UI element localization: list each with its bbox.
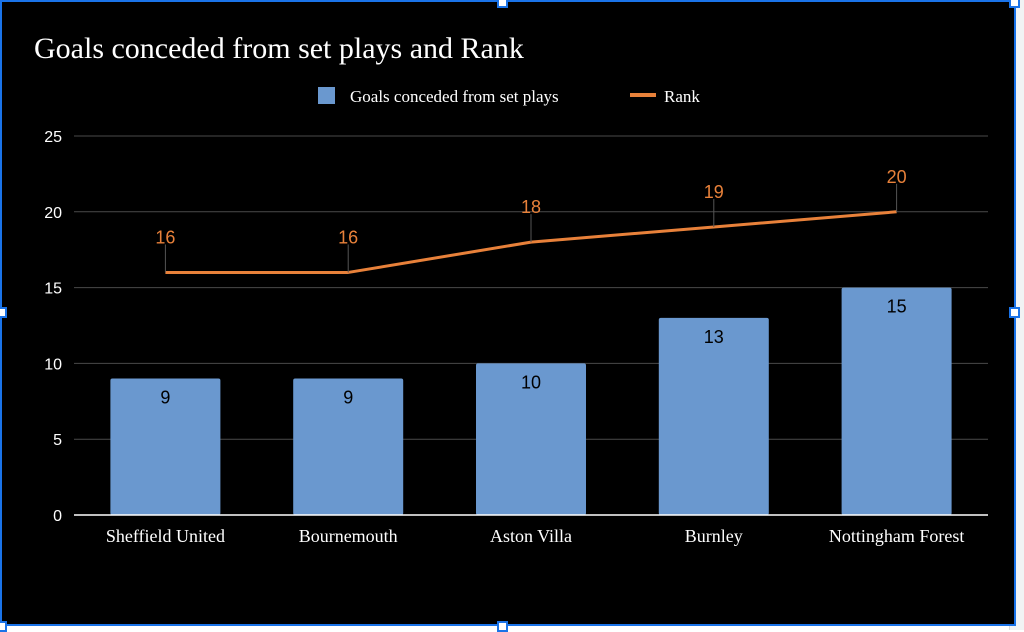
legend-label-rank: Rank [664,87,700,106]
y-tick-label: 10 [44,356,62,373]
bar [658,317,769,515]
x-tick-label: Burnley [685,526,743,546]
bar-data-label: 9 [343,388,353,408]
bar-data-label: 9 [160,388,170,408]
bar-data-label: 13 [704,327,724,347]
line-data-label: 16 [155,227,175,247]
line-data-label: 20 [887,167,907,187]
bar-series: 9 9 10 13 15 [110,287,952,515]
line-data-label: 19 [704,182,724,202]
chart-title: Goals conceded from set plays and Rank [34,32,524,65]
bar [293,378,404,515]
resize-handle-bottom[interactable] [497,621,508,632]
y-tick-label: 20 [44,205,62,222]
y-axis: 0 5 10 15 20 25 [44,129,62,525]
x-tick-label: Sheffield United [106,526,225,546]
resize-handle-left[interactable] [0,307,7,318]
bar [841,287,952,515]
line-data-label: 16 [338,227,358,247]
bar [110,378,221,515]
bar-data-label: 15 [887,297,907,317]
x-tick-label: Nottingham Forest [829,526,965,546]
combo-chart: Goals conceded from set plays and Rank G… [34,32,988,546]
bar [476,363,586,515]
legend: Goals conceded from set plays Rank [318,87,700,106]
legend-swatch-rank [630,93,656,97]
line-series: 16 16 18 19 20 [155,167,907,274]
resize-handle-right[interactable] [1009,307,1020,318]
y-tick-label: 15 [44,281,62,298]
resize-handle-top-right[interactable] [1009,0,1020,8]
bar-data-label: 10 [521,372,541,392]
y-tick-label: 0 [53,508,62,525]
x-tick-label: Bournemouth [299,526,398,546]
resize-handle-top[interactable] [497,0,508,8]
x-axis: Sheffield United Bournemouth Aston Villa Bu… [74,514,988,546]
y-tick-label: 5 [53,432,62,449]
legend-swatch-goals [318,87,335,104]
resize-handle-bottom-left[interactable] [0,621,7,632]
x-tick-label: Aston Villa [490,526,572,546]
legend-label-goals: Goals conceded from set plays [350,87,559,106]
y-tick-label: 25 [44,129,62,146]
line-data-label: 18 [521,197,541,217]
